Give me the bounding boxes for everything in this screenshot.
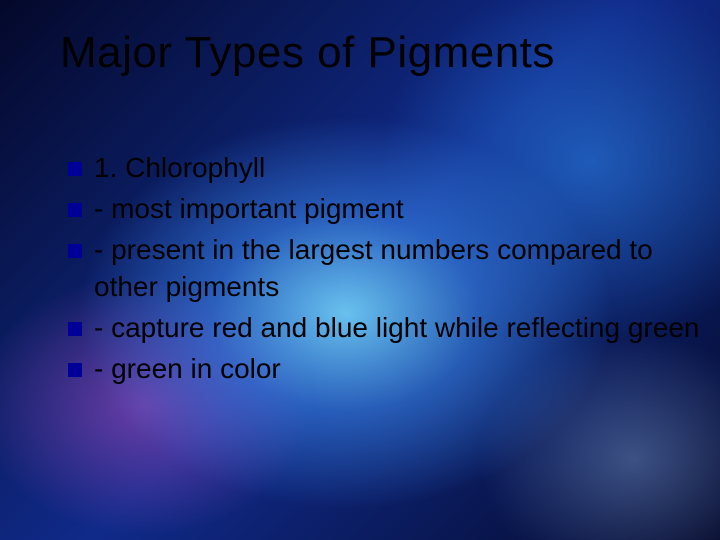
bullet-text: - most important pigment	[94, 191, 700, 228]
square-bullet-icon	[68, 244, 82, 258]
square-bullet-icon	[68, 162, 82, 176]
list-item: - capture red and blue light while refle…	[68, 310, 700, 347]
list-item: - most important pigment	[68, 191, 700, 228]
list-item: - green in color	[68, 351, 700, 388]
slide-body: 1. Chlorophyll - most important pigment …	[68, 150, 700, 392]
bullet-text: - capture red and blue light while refle…	[94, 310, 700, 347]
square-bullet-icon	[68, 363, 82, 377]
bullet-text: 1. Chlorophyll	[94, 150, 700, 187]
bullet-text: - green in color	[94, 351, 700, 388]
square-bullet-icon	[68, 322, 82, 336]
square-bullet-icon	[68, 203, 82, 217]
slide: Major Types of Pigments 1. Chlorophyll -…	[0, 0, 720, 540]
bullet-text: - present in the largest numbers compare…	[94, 232, 700, 306]
list-item: 1. Chlorophyll	[68, 150, 700, 187]
list-item: - present in the largest numbers compare…	[68, 232, 700, 306]
slide-title: Major Types of Pigments	[60, 28, 555, 78]
